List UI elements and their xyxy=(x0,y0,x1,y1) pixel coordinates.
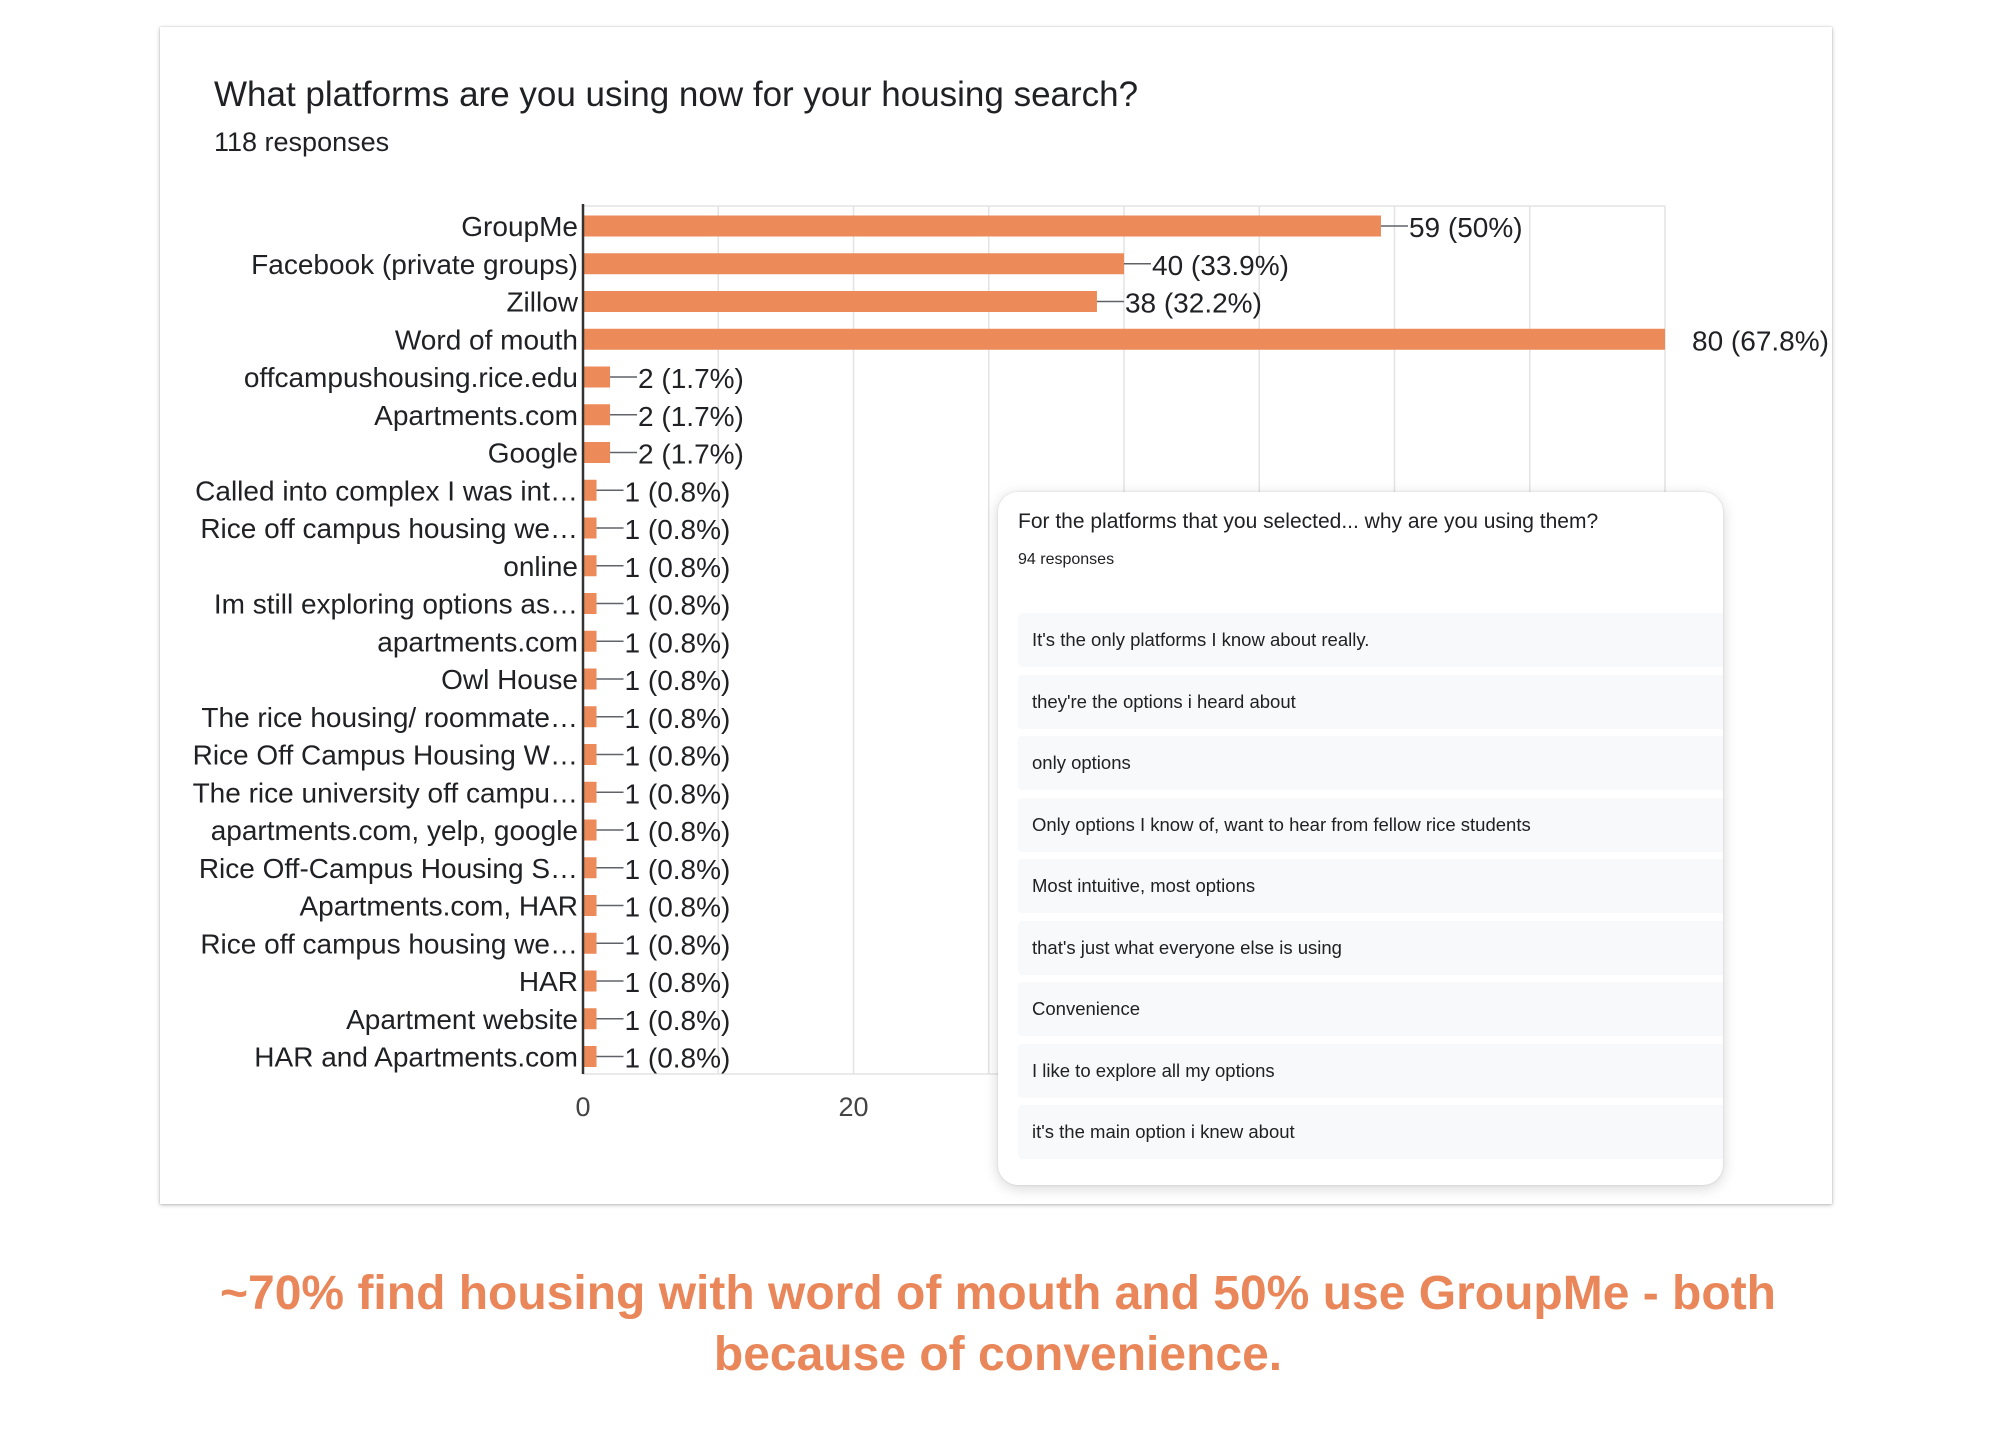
category-label: Facebook (private groups) xyxy=(251,249,578,280)
data-label: 38 (32.2%) xyxy=(1125,288,1262,319)
answer-item: it's the main option i knew about xyxy=(1018,1105,1723,1159)
data-label: 59 (50%) xyxy=(1409,212,1523,243)
data-label: 2 (1.7%) xyxy=(638,401,744,432)
category-label: apartments.com xyxy=(377,626,578,657)
bar-chart: GroupMe 59 (50%) Facebook (private groups)… xyxy=(193,204,1829,1122)
data-label: 1 (0.8%) xyxy=(625,1005,731,1036)
caption-line-1: ~70% find housing with word of mouth and… xyxy=(220,1267,1776,1320)
bar xyxy=(583,706,597,728)
answer-item: Convenience xyxy=(1018,982,1723,1036)
data-label: 1 (0.8%) xyxy=(625,741,731,772)
data-label: 40 (33.9%) xyxy=(1152,250,1289,281)
bar xyxy=(583,895,597,916)
bar xyxy=(583,479,597,501)
data-label: 1 (0.8%) xyxy=(625,967,731,998)
answer-item: they're the options i heard about xyxy=(1018,674,1723,729)
data-label: 1 (0.8%) xyxy=(625,590,731,621)
category-label: apartments.com, yelp, google xyxy=(211,815,578,846)
bar xyxy=(583,857,597,879)
category-label: Zillow xyxy=(506,287,578,318)
caption-line-2: because of convenience. xyxy=(713,1328,1283,1381)
answer-item: that's just what everyone else is using xyxy=(1018,920,1723,975)
data-label: 2 (1.7%) xyxy=(638,439,744,470)
answer-item: only options xyxy=(1018,736,1723,790)
data-label: 1 (0.8%) xyxy=(625,929,731,960)
category-label: HAR xyxy=(519,966,578,997)
bar xyxy=(583,1008,597,1030)
bar xyxy=(583,781,597,803)
data-label: 1 (0.8%) xyxy=(625,703,731,734)
bar xyxy=(583,970,597,992)
category-label: Google xyxy=(488,438,578,469)
category-label: Apartment website xyxy=(346,1004,578,1035)
bar xyxy=(583,555,597,577)
responses-panel: For the platforms that you selected... w… xyxy=(998,492,1723,1185)
category-label: Called into complex I was int… xyxy=(195,475,578,506)
bar xyxy=(583,517,597,539)
category-label: The rice housing/ roommate… xyxy=(201,702,578,733)
category-label: Apartments.com xyxy=(374,400,578,431)
category-label: online xyxy=(503,551,578,582)
category-label: Rice off campus housing we… xyxy=(200,513,578,544)
data-label: 1 (0.8%) xyxy=(625,665,731,696)
category-label: Word of mouth xyxy=(395,324,578,355)
bar xyxy=(583,932,597,954)
response-count: 118 responses xyxy=(214,127,390,157)
bar xyxy=(583,668,597,690)
bar xyxy=(583,253,1124,275)
bar xyxy=(583,442,611,463)
data-label: 1 (0.8%) xyxy=(625,514,731,545)
category-label: Owl House xyxy=(441,664,578,695)
bar xyxy=(583,630,597,652)
answer-item: Only options I know of, want to hear fro… xyxy=(1018,797,1723,852)
data-label: 1 (0.8%) xyxy=(625,816,731,847)
data-label: 1 (0.8%) xyxy=(625,778,731,809)
x-tick-label: 0 xyxy=(575,1092,590,1122)
data-label: 2 (1.7%) xyxy=(638,363,744,394)
x-tick-label: 20 xyxy=(838,1092,868,1122)
data-label: 1 (0.8%) xyxy=(625,1043,731,1074)
chart-title: What platforms are you using now for you… xyxy=(214,75,1139,114)
data-label: 1 (0.8%) xyxy=(625,627,731,658)
answer-item: Most intuitive, most options xyxy=(1018,859,1723,913)
category-label: Im still exploring options as… xyxy=(214,589,578,620)
data-label: 80 (67.8%) xyxy=(1692,325,1829,356)
category-label: Apartments.com, HAR xyxy=(299,891,578,922)
category-label: Rice off campus housing we… xyxy=(200,928,578,959)
category-label: Rice Off-Campus Housing S… xyxy=(199,853,578,884)
bar xyxy=(583,215,1381,237)
category-label: GroupMe xyxy=(461,211,578,242)
bar xyxy=(583,291,1097,312)
bar xyxy=(583,744,597,765)
category-label: offcampushousing.rice.edu xyxy=(244,362,578,393)
answer-item: I like to explore all my options xyxy=(1018,1043,1723,1098)
bar xyxy=(583,593,597,614)
category-label: Rice Off Campus Housing W… xyxy=(193,740,578,771)
panel-response-count: 94 responses xyxy=(1018,551,1115,568)
bar xyxy=(583,328,1665,350)
category-label: HAR and Apartments.com xyxy=(254,1042,578,1073)
data-label: 1 (0.8%) xyxy=(625,854,731,885)
summary-caption: ~70% find housing with word of mouth and… xyxy=(100,1263,1896,1385)
data-label: 1 (0.8%) xyxy=(625,552,731,583)
data-label: 1 (0.8%) xyxy=(625,476,731,507)
answer-item: It's the only platforms I know about rea… xyxy=(1018,613,1723,667)
bar xyxy=(583,404,611,426)
panel-question: For the platforms that you selected... w… xyxy=(1018,510,1599,533)
bar xyxy=(583,366,611,388)
bar xyxy=(583,819,597,841)
category-label: The rice university off campu… xyxy=(193,777,578,808)
bar xyxy=(583,1046,597,1067)
chart-card: GroupMe 59 (50%) Facebook (private groups)… xyxy=(160,27,1832,1204)
answer-list: It's the only platforms I know about rea… xyxy=(1018,613,1723,1167)
data-label: 1 (0.8%) xyxy=(625,892,731,923)
